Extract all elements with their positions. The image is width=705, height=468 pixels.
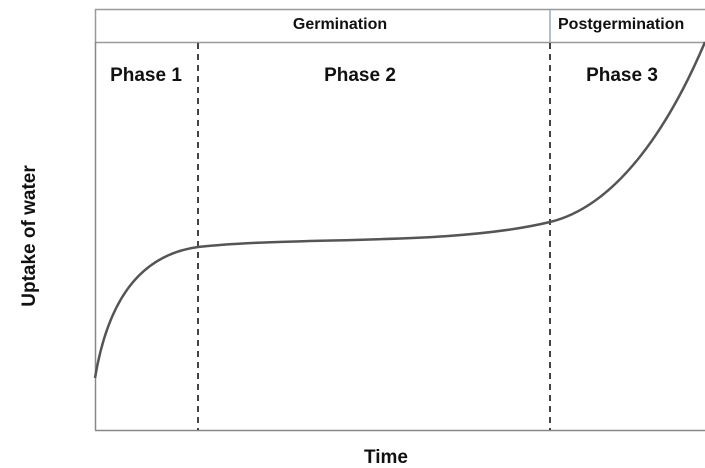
- phase-label: Phase 3: [586, 65, 658, 86]
- uptake-curve: [93, 41, 705, 379]
- stage-label: Postgermination: [558, 16, 684, 33]
- phase-label: Phase 1: [110, 65, 182, 86]
- content: Germination Postgermination Phase 1 Phas…: [19, 8, 705, 468]
- phase-label: Phase 2: [324, 65, 396, 86]
- stage-label: Germination: [293, 16, 387, 33]
- x-axis-label: Time: [364, 447, 408, 468]
- header-bar: [94, 8, 705, 44]
- y-axis-label: Uptake of water: [19, 165, 40, 307]
